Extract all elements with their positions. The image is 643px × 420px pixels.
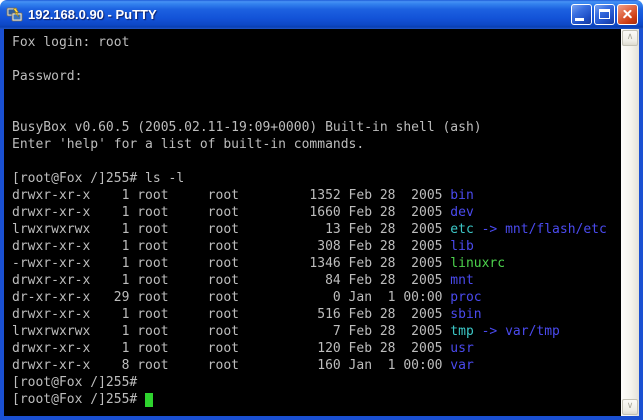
text-segment: etc bbox=[450, 222, 474, 237]
text-segment: dev bbox=[450, 205, 474, 220]
terminal-line: Enter 'help' for a list of built-in comm… bbox=[12, 136, 621, 153]
minimize-icon bbox=[575, 18, 584, 21]
text-segment: mnt/flash/etc bbox=[505, 222, 607, 237]
scrollbar-up-button[interactable]: ∧ bbox=[622, 30, 638, 46]
terminal-line: BusyBox v0.60.5 (2005.02.11-19:09+0000) … bbox=[12, 119, 621, 136]
terminal-line: drwxr-xr-x 1 root root 308 Feb 28 2005 l… bbox=[12, 238, 621, 255]
scrollbar-down-button[interactable]: ∨ bbox=[622, 399, 638, 415]
terminal-line: drwxr-xr-x 1 root root 84 Feb 28 2005 mn… bbox=[12, 272, 621, 289]
text-segment: sbin bbox=[450, 307, 482, 322]
text-segment: var bbox=[450, 358, 474, 373]
terminal-line: Fox login: root bbox=[12, 34, 621, 51]
text-segment: -> bbox=[473, 324, 506, 339]
text-segment: lib bbox=[450, 239, 474, 254]
window-title: 192.168.0.90 - PuTTY bbox=[28, 7, 157, 22]
terminal-line: drwxr-xr-x 8 root root 160 Jan 1 00:00 v… bbox=[12, 357, 621, 374]
text-segment: [root@Fox /]255# bbox=[12, 392, 146, 407]
text-segment: mnt bbox=[450, 273, 474, 288]
putty-app-icon bbox=[6, 7, 24, 23]
minimize-button[interactable] bbox=[571, 4, 592, 25]
terminal-line: drwxr-xr-x 1 root root 1352 Feb 28 2005 … bbox=[12, 187, 621, 204]
terminal-line: -rwxr-xr-x 1 root root 1346 Feb 28 2005 … bbox=[12, 255, 621, 272]
text-segment: drwxr-xr-x 8 root root 160 Jan 1 00:00 bbox=[12, 358, 451, 373]
text-segment: drwxr-xr-x 1 root root 84 Feb 28 2005 bbox=[12, 273, 451, 288]
text-segment: lrwxrwxrwx 1 root root 13 Feb 28 2005 bbox=[12, 222, 451, 237]
terminal-line: [root@Fox /]255# bbox=[12, 391, 621, 408]
terminal-line: drwxr-xr-x 1 root root 516 Feb 28 2005 s… bbox=[12, 306, 621, 323]
terminal-line bbox=[12, 153, 621, 170]
scrollbar-track[interactable] bbox=[621, 47, 639, 398]
text-segment: lrwxrwxrwx 1 root root 7 Feb 28 2005 bbox=[12, 324, 451, 339]
text-segment: dr-xr-xr-x 29 root root 0 Jan 1 00:00 bbox=[12, 290, 451, 305]
text-segment: [root@Fox /]255# ls -l bbox=[12, 171, 185, 186]
terminal-line: lrwxrwxrwx 1 root root 7 Feb 28 2005 tmp… bbox=[12, 323, 621, 340]
terminal-line: drwxr-xr-x 1 root root 1660 Feb 28 2005 … bbox=[12, 204, 621, 221]
text-segment: -rwxr-xr-x 1 root root 1346 Feb 28 2005 bbox=[12, 256, 451, 271]
text-segment: usr bbox=[450, 341, 474, 356]
terminal-line: [root@Fox /]255# bbox=[12, 374, 621, 391]
text-segment: Fox login: root bbox=[12, 35, 130, 50]
window-body: Fox login: root Password: BusyBox v0.60.… bbox=[0, 29, 643, 420]
text-segment: -> bbox=[473, 222, 506, 237]
maximize-button[interactable] bbox=[594, 4, 615, 25]
text-segment: Enter 'help' for a list of built-in comm… bbox=[12, 137, 365, 152]
text-segment: drwxr-xr-x 1 root root 308 Feb 28 2005 bbox=[12, 239, 451, 254]
text-segment: var/tmp bbox=[505, 324, 560, 339]
text-segment: drwxr-xr-x 1 root root 1660 Feb 28 2005 bbox=[12, 205, 451, 220]
close-button[interactable] bbox=[617, 4, 638, 25]
text-segment: proc bbox=[450, 290, 482, 305]
window-controls bbox=[571, 4, 638, 25]
text-segment: linuxrc bbox=[450, 256, 506, 271]
text-segment: drwxr-xr-x 1 root root 120 Feb 28 2005 bbox=[12, 341, 451, 356]
terminal-screen[interactable]: Fox login: root Password: BusyBox v0.60.… bbox=[4, 29, 621, 416]
text-segment: drwxr-xr-x 1 root root 1352 Feb 28 2005 bbox=[12, 188, 451, 203]
terminal-line: [root@Fox /]255# ls -l bbox=[12, 170, 621, 187]
terminal-line: drwxr-xr-x 1 root root 120 Feb 28 2005 u… bbox=[12, 340, 621, 357]
titlebar[interactable]: 192.168.0.90 - PuTTY bbox=[0, 0, 643, 29]
terminal-line: dr-xr-xr-x 29 root root 0 Jan 1 00:00 pr… bbox=[12, 289, 621, 306]
text-segment: BusyBox v0.60.5 (2005.02.11-19:09+0000) … bbox=[12, 120, 482, 135]
text-segment: [root@Fox /]255# bbox=[12, 375, 138, 390]
text-segment: tmp bbox=[450, 324, 474, 339]
text-segment: drwxr-xr-x 1 root root 516 Feb 28 2005 bbox=[12, 307, 451, 322]
terminal-line bbox=[12, 102, 621, 119]
text-segment: Password: bbox=[12, 69, 83, 84]
terminal-line: lrwxrwxrwx 1 root root 13 Feb 28 2005 et… bbox=[12, 221, 621, 238]
text-segment: bin bbox=[450, 188, 474, 203]
terminal-cursor bbox=[145, 393, 154, 407]
maximize-icon bbox=[599, 9, 610, 19]
terminal-line bbox=[12, 85, 621, 102]
terminal-line: Password: bbox=[12, 68, 621, 85]
terminal-line bbox=[12, 51, 621, 68]
scrollbar: ∧ ∨ bbox=[621, 29, 639, 416]
